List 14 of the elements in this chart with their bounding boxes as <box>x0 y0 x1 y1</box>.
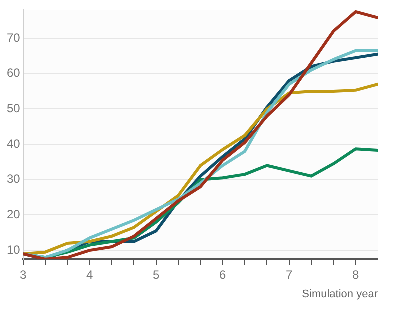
x-tick-label: 6 <box>220 268 227 282</box>
x-tick-label: 4 <box>86 268 94 282</box>
y-tick-label: 10 <box>6 242 21 257</box>
y-tick-label: 60 <box>6 66 21 80</box>
x-tick-label: 3 <box>20 268 28 282</box>
x-axis-title: Simulation year <box>302 288 378 300</box>
y-tick-label: 30 <box>6 172 21 186</box>
x-tick-label: 5 <box>153 268 160 282</box>
y-tick-label: 70 <box>6 30 21 45</box>
y-tick-label: 20 <box>6 208 21 222</box>
y-tick-label: 50 <box>6 101 21 116</box>
x-tick-label: 7 <box>286 268 294 282</box>
y-tick-label: 40 <box>6 136 21 151</box>
x-tick-label: 8 <box>352 268 360 282</box>
